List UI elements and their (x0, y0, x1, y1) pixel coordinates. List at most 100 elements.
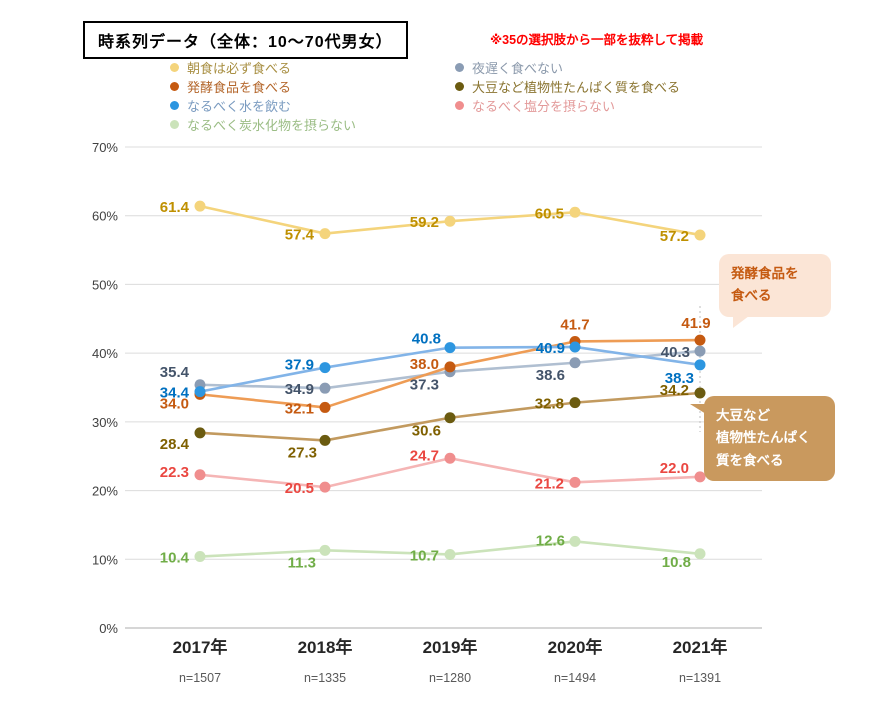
series-0-marker-0 (194, 200, 206, 212)
series-0-data-label-0: 61.4 (160, 199, 190, 216)
series-3-data-label-4: 10.8 (662, 554, 691, 571)
series-marker-icon (170, 82, 179, 91)
callout-tail (690, 404, 706, 414)
series-marker-icon (170, 120, 179, 129)
legend-label: なるべく水を飲む (187, 99, 292, 114)
series-3-marker-2 (444, 548, 456, 560)
legend-item-fermented: 発酵食品を食べる (170, 77, 455, 96)
series-2-data-label-3: 40.9 (536, 340, 565, 357)
series-5-data-label-2: 30.6 (412, 423, 441, 440)
x-axis-label: 2019年 (423, 637, 478, 657)
series-1-data-label-2: 38.0 (410, 356, 439, 373)
excerpt-note: ※35の選択肢から一部を抜粋して掲載 (490, 33, 704, 47)
series-0-data-label-3: 60.5 (535, 205, 564, 222)
series-5-data-label-4: 34.2 (660, 382, 689, 399)
series-3-marker-0 (194, 551, 206, 563)
series-2-marker-4 (694, 359, 706, 371)
y-tick-label: 60% (92, 209, 118, 224)
legend-label: 朝食は必ず食べる (187, 61, 292, 76)
series-5-marker-0 (194, 427, 206, 439)
series-3-data-label-1: 11.3 (288, 554, 316, 571)
series-1-marker-4 (694, 334, 706, 346)
series-6-marker-2 (444, 452, 456, 464)
series-marker-icon (455, 63, 464, 72)
series-3-marker-1 (319, 544, 331, 556)
series-2-marker-0 (194, 386, 206, 398)
x-axis-label: 2021年 (673, 637, 728, 657)
series-marker-icon (455, 101, 464, 110)
callout-fermented-foods: 発酵食品を 食べる (719, 254, 831, 328)
y-tick-label: 50% (92, 277, 118, 292)
callout-text: 植物性たんぱく (716, 430, 811, 446)
sample-size-label: n=1280 (429, 671, 471, 685)
legend-item-carbs: なるべく炭水化物を摂らない (170, 115, 455, 134)
legend-label: 大豆など植物性たんぱく質を食べる (472, 80, 681, 95)
series-0-data-label-2: 59.2 (410, 214, 439, 231)
series-3-marker-4 (694, 548, 706, 560)
series-6-marker-1 (319, 481, 331, 493)
series-3-marker-3 (569, 535, 581, 547)
legend-item-breakfast: 朝食は必ず食べる (170, 58, 455, 77)
legend-item-soy-protein: 大豆など植物性たんぱく質を食べる (455, 77, 680, 96)
callout-tail (733, 315, 749, 328)
series-6-marker-0 (194, 469, 206, 481)
x-axis-label: 2020年 (548, 637, 603, 657)
series-marker-icon (170, 63, 179, 72)
series-5-data-label-0: 28.4 (160, 436, 190, 453)
series-6-data-label-1: 20.5 (285, 480, 314, 497)
sample-size-label: n=1507 (179, 671, 221, 685)
series-5-marker-4 (694, 387, 706, 399)
series-6-marker-3 (569, 476, 581, 488)
legend-item-late-eating: 夜遅く食べない (455, 58, 680, 77)
series-4-data-label-2: 37.3 (410, 377, 439, 394)
callout-text: 発酵食品を (731, 266, 799, 281)
series-marker-icon (170, 101, 179, 110)
chart-title: 時系列データ（全体：10～70代男女） (98, 34, 393, 51)
series-1-data-label-0: 34.0 (160, 395, 189, 412)
series-1-marker-1 (319, 401, 331, 413)
series-1-data-label-4: 41.9 (681, 315, 710, 332)
chart-title-box: 時系列データ（全体：10～70代男女） (83, 21, 408, 59)
series-0-marker-3 (569, 206, 581, 218)
series-5-marker-1 (319, 434, 331, 446)
y-tick-label: 10% (92, 552, 118, 567)
series-2-data-label-1: 37.9 (285, 357, 314, 374)
series-1-data-label-3: 41.7 (560, 316, 589, 333)
series-2-marker-1 (319, 362, 331, 374)
series-1-marker-2 (444, 361, 456, 373)
legend-column-left: 朝食は必ず食べる 発酵食品を食べる なるべく水を飲む なるべく炭水化物を摂らない (170, 58, 455, 134)
series-6-data-label-0: 22.3 (160, 464, 189, 481)
series-2-marker-2 (444, 342, 456, 354)
callout-text: 質を食べる (716, 452, 784, 468)
callout-text: 大豆など (716, 408, 770, 423)
series-6-marker-4 (694, 471, 706, 483)
series-1-data-label-1: 32.1 (285, 400, 314, 417)
series-3-data-label-0: 10.4 (160, 550, 190, 567)
legend: 朝食は必ず食べる 発酵食品を食べる なるべく水を飲む なるべく炭水化物を摂らない… (170, 58, 680, 134)
series-4-data-label-3: 38.6 (536, 367, 565, 384)
y-tick-label: 30% (92, 415, 118, 430)
series-0-marker-4 (694, 229, 706, 241)
series-6-data-label-4: 22.0 (660, 460, 689, 477)
y-tick-label: 0% (99, 621, 118, 636)
series-5-data-label-1: 27.3 (288, 444, 317, 461)
series-2-data-label-2: 40.8 (412, 331, 441, 348)
legend-label: なるべく塩分を摂らない (472, 99, 616, 114)
series-6-data-label-3: 21.2 (535, 475, 564, 492)
legend-label: 夜遅く食べない (472, 61, 564, 76)
series-4-data-label-4: 40.3 (661, 344, 690, 361)
series-3-data-label-2: 10.7 (410, 547, 439, 564)
series-0-marker-1 (319, 228, 331, 240)
series-marker-icon (455, 82, 464, 91)
series-0-marker-2 (444, 215, 456, 227)
sample-size-label: n=1494 (554, 671, 596, 685)
series-6-data-label-2: 24.7 (410, 447, 439, 464)
series-4-data-label-1: 34.9 (285, 381, 314, 398)
series-0-data-label-1: 57.4 (285, 227, 315, 244)
legend-column-right: 夜遅く食べない 大豆など植物性たんぱく質を食べる なるべく塩分を摂らない (455, 58, 680, 134)
series-0-data-label-4: 57.2 (660, 228, 689, 245)
legend-label: 発酵食品を食べる (187, 80, 292, 95)
series-4-data-label-0: 35.4 (160, 364, 190, 381)
